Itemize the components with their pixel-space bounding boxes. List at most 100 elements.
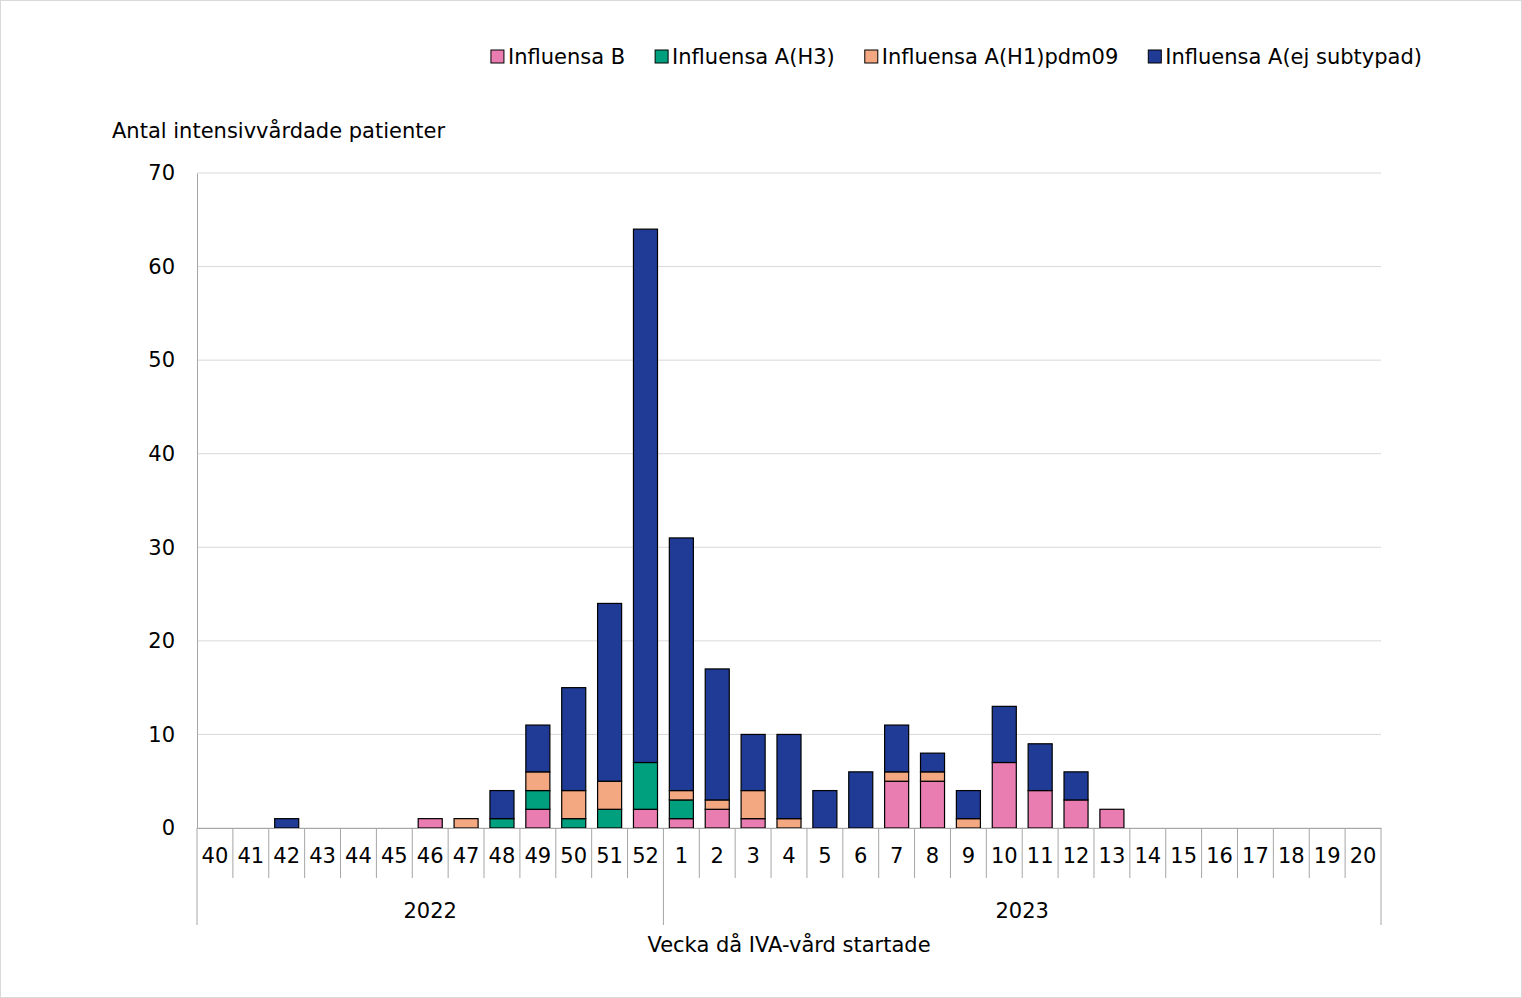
category-separator (1273, 828, 1274, 878)
x-tick-label: 13 (1099, 844, 1126, 868)
bar (418, 818, 442, 819)
x-tick: 8 (926, 828, 939, 868)
bar (598, 809, 622, 828)
bar (239, 827, 263, 828)
bar (1351, 827, 1375, 828)
y-tick: 40 (148, 442, 197, 466)
bar (1100, 809, 1124, 828)
category-separator (1058, 828, 1059, 878)
bar (1172, 827, 1196, 828)
bar (1243, 827, 1267, 828)
x-tick: 48 (489, 828, 516, 868)
bar (1064, 800, 1088, 828)
category-separator (842, 828, 843, 878)
bar (598, 603, 622, 781)
x-tick: 11 (1027, 828, 1054, 868)
category-separator (950, 828, 951, 878)
category-separator (591, 828, 592, 878)
bar (382, 827, 406, 828)
legend-label: Influensa B (508, 45, 625, 69)
category-separator (340, 828, 341, 878)
grid-line (197, 453, 1381, 454)
chart: 0102030405060704041424344454647484950515… (0, 0, 1522, 998)
bar (741, 819, 765, 828)
bar (1172, 827, 1196, 828)
bar (562, 819, 586, 828)
category-separator (878, 828, 879, 878)
x-tick: 44 (345, 828, 372, 868)
x-tick-label: 16 (1206, 844, 1233, 868)
x-tick: 2 (711, 828, 724, 868)
x-tick: 20 (1350, 828, 1377, 868)
y-axis-line (197, 174, 198, 829)
x-tick: 7 (890, 828, 903, 868)
y-tick: 70 (148, 161, 197, 185)
bar (490, 819, 514, 828)
x-tick: 19 (1314, 828, 1341, 868)
group-separator (1381, 828, 1382, 925)
x-tick-label: 8 (926, 844, 939, 868)
legend-item: Influensa A(H1)pdm09 (865, 45, 1119, 69)
bar (346, 827, 370, 828)
bar (920, 781, 944, 828)
bar (777, 734, 801, 818)
x-tick: 15 (1170, 828, 1197, 868)
bar (1315, 827, 1339, 828)
bar (1279, 827, 1303, 828)
legend-swatch (865, 50, 878, 63)
bar (1136, 827, 1160, 828)
bar (239, 827, 263, 828)
bar (562, 791, 586, 819)
bar (1064, 772, 1088, 800)
x-tick-label: 45 (381, 844, 408, 868)
bar (311, 827, 335, 828)
category-separator (1022, 828, 1023, 878)
bar (311, 827, 335, 828)
bar (1351, 827, 1375, 828)
series (418, 763, 1124, 829)
bar (382, 827, 406, 828)
bar (1208, 827, 1232, 828)
bar (526, 725, 550, 772)
legend-item: Influensa A(ej subtypad) (1148, 45, 1422, 69)
y-tick: 20 (148, 629, 197, 653)
bar (1315, 827, 1339, 828)
bar (1136, 827, 1160, 828)
bar (490, 791, 514, 819)
x-tick-label: 46 (417, 844, 444, 868)
bar (1208, 827, 1232, 828)
category-separator (806, 828, 807, 878)
category-separator (986, 828, 987, 878)
bar (418, 818, 442, 819)
x-tick-label: 51 (596, 844, 623, 868)
x-tick: 5 (818, 828, 831, 868)
bar (275, 819, 299, 828)
x-tick: 45 (381, 828, 408, 868)
x-tick: 42 (273, 828, 300, 868)
x-tick-label: 5 (818, 844, 831, 868)
bar (1243, 827, 1267, 828)
grid-line (197, 173, 1381, 174)
bar (956, 819, 980, 828)
category-separator (735, 828, 736, 878)
bar (1028, 744, 1052, 791)
bar (239, 827, 263, 828)
bar (311, 827, 335, 828)
group-label: 2022 (403, 899, 456, 923)
bar (669, 819, 693, 828)
x-tick-label: 4 (782, 844, 795, 868)
category-separator (1129, 828, 1130, 878)
bar (1279, 827, 1303, 828)
category-separator (268, 828, 269, 878)
x-tick-label: 48 (489, 844, 516, 868)
bar (1315, 827, 1339, 828)
x-tick: 16 (1206, 828, 1233, 868)
x-tick: 17 (1242, 828, 1269, 868)
y-tick: 30 (148, 536, 197, 560)
bar (418, 819, 442, 828)
bar (741, 734, 765, 790)
grid-line (197, 266, 1381, 267)
legend-swatch (655, 50, 668, 63)
bar (1100, 809, 1124, 810)
x-tick-label: 17 (1242, 844, 1269, 868)
